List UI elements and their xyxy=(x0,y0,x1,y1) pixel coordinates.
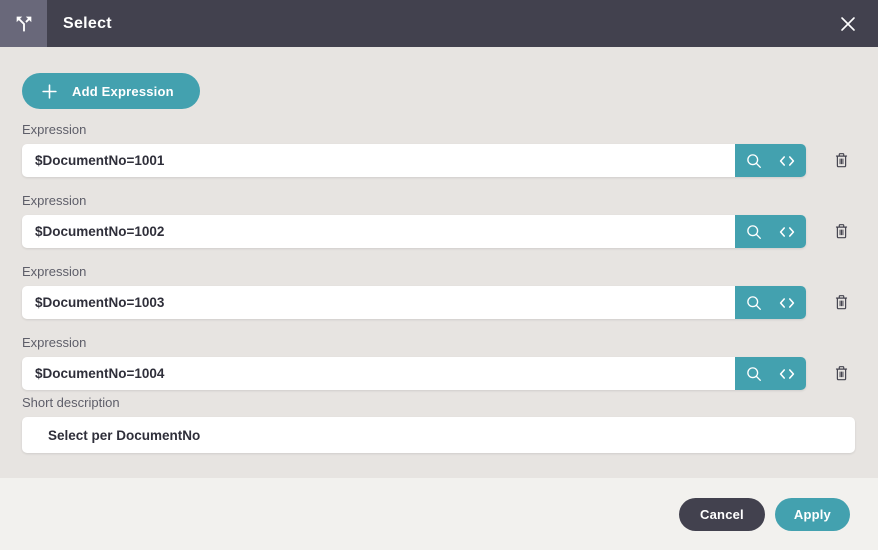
expression-field: Expression xyxy=(22,193,878,248)
dialog-type-icon-box xyxy=(0,0,47,47)
search-icon xyxy=(746,153,761,168)
lookup-button[interactable] xyxy=(739,215,769,248)
dialog-footer: Cancel Apply xyxy=(0,478,878,550)
code-icon xyxy=(780,155,795,166)
close-button[interactable] xyxy=(834,10,862,38)
add-expression-button[interactable]: Add Expression xyxy=(22,73,200,109)
delete-expression-button[interactable] xyxy=(829,149,853,173)
close-icon xyxy=(841,16,855,31)
expression-tools xyxy=(735,144,806,177)
add-expression-label: Add Expression xyxy=(72,83,174,99)
code-icon xyxy=(780,368,795,379)
delete-expression-button[interactable] xyxy=(829,220,853,244)
delete-expression-button[interactable] xyxy=(829,362,853,386)
short-description-field: Short description xyxy=(22,395,878,453)
expression-label: Expression xyxy=(22,264,87,279)
apply-button[interactable]: Apply xyxy=(774,497,850,531)
expression-field: Expression xyxy=(22,335,878,390)
short-description-label: Short description xyxy=(22,395,120,410)
trash-icon xyxy=(835,295,847,310)
expression-tools xyxy=(735,286,806,319)
delete-expression-button[interactable] xyxy=(829,291,853,315)
expression-label: Expression xyxy=(22,122,87,137)
expression-field: Expression xyxy=(22,122,878,177)
code-editor-button[interactable] xyxy=(772,286,802,319)
lookup-button[interactable] xyxy=(739,357,769,390)
expression-label: Expression xyxy=(22,335,87,350)
dialog-header: Select xyxy=(0,0,878,47)
cancel-button[interactable]: Cancel xyxy=(679,497,765,531)
code-icon xyxy=(780,226,795,237)
expression-input[interactable] xyxy=(22,144,735,177)
expression-input[interactable] xyxy=(22,357,735,390)
code-editor-button[interactable] xyxy=(772,215,802,248)
code-editor-button[interactable] xyxy=(772,357,802,390)
short-description-input[interactable] xyxy=(22,417,855,453)
trash-icon xyxy=(835,153,847,168)
plus-icon xyxy=(42,83,57,99)
dialog-content: Add Expression Expression xyxy=(0,47,878,478)
expression-field: Expression xyxy=(22,264,878,319)
lookup-button[interactable] xyxy=(739,286,769,319)
trash-icon xyxy=(835,366,847,381)
lookup-button[interactable] xyxy=(739,144,769,177)
expression-input[interactable] xyxy=(22,286,735,319)
search-icon xyxy=(746,295,761,310)
expression-tools xyxy=(735,357,806,390)
expression-label: Expression xyxy=(22,193,87,208)
search-icon xyxy=(746,366,761,381)
split-branch-icon xyxy=(16,16,31,31)
code-editor-button[interactable] xyxy=(772,144,802,177)
dialog-title: Select xyxy=(63,14,112,32)
search-icon xyxy=(746,224,761,239)
expression-tools xyxy=(735,215,806,248)
trash-icon xyxy=(835,224,847,239)
code-icon xyxy=(780,297,795,308)
expression-input[interactable] xyxy=(22,215,735,248)
